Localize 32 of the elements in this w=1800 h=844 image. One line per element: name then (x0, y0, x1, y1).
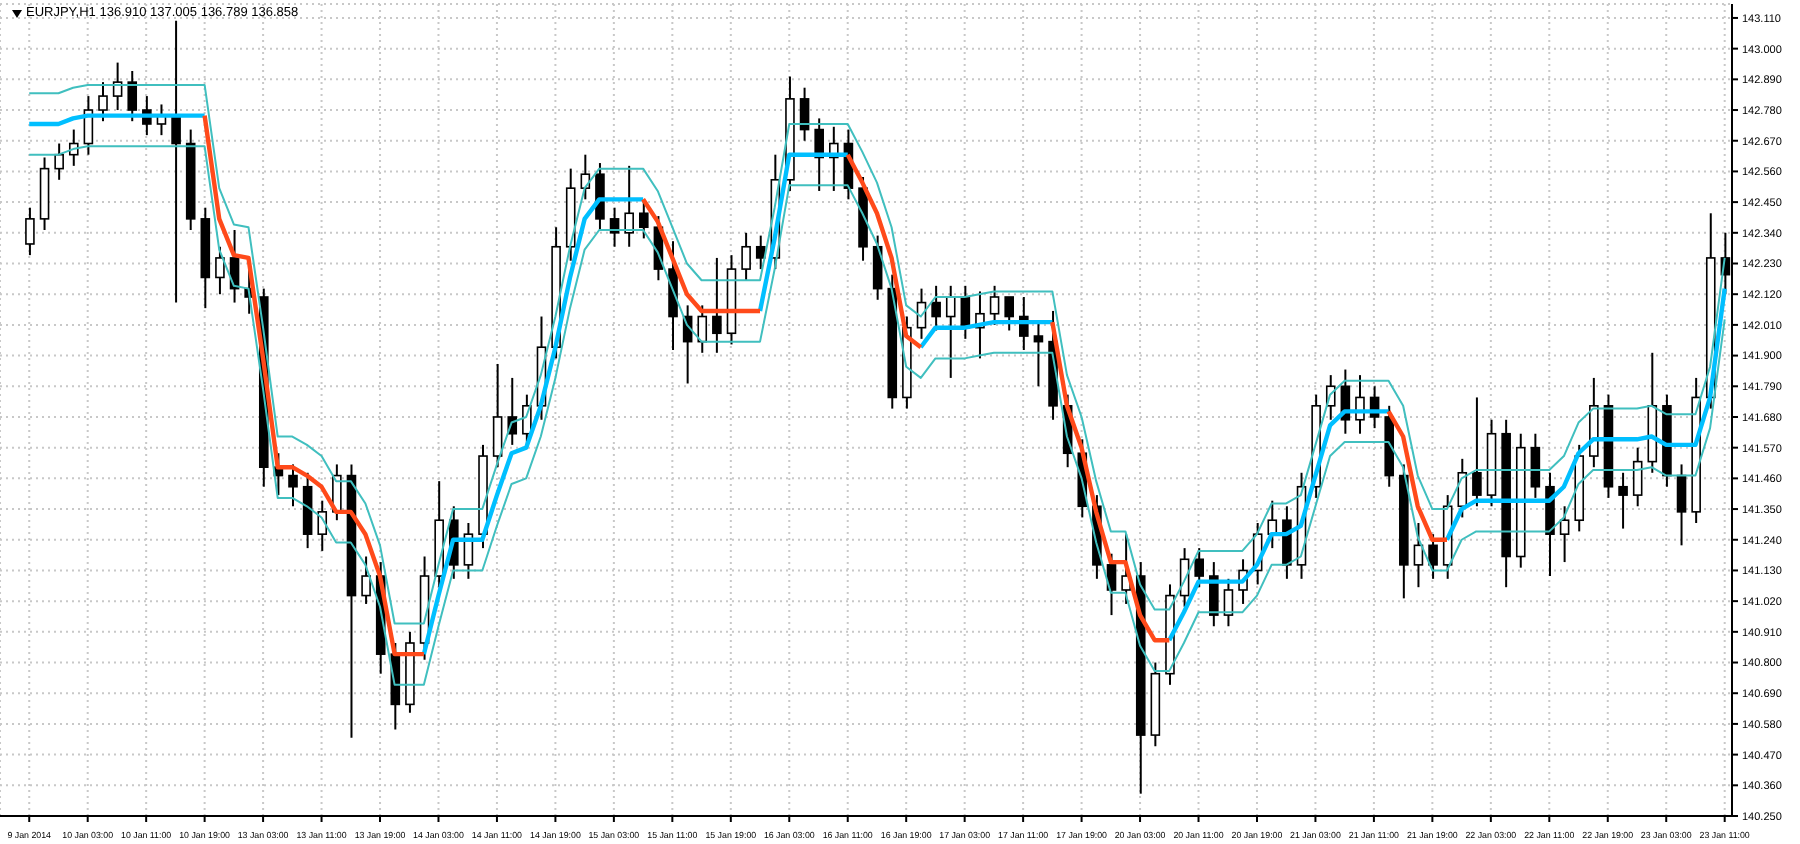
candlestick (127, 69, 138, 123)
candlestick (54, 142, 64, 181)
candlestick (624, 164, 634, 248)
candlestick (1004, 295, 1014, 332)
candlestick (1530, 432, 1541, 499)
candlestick (741, 231, 751, 282)
candlestick (1413, 522, 1424, 589)
candlestick (492, 362, 503, 469)
candlestick (361, 555, 371, 605)
candlestick (697, 304, 708, 354)
candlestick (989, 284, 1000, 326)
candlestick (1282, 505, 1292, 580)
candlestick (945, 284, 956, 379)
candlestick (288, 463, 298, 508)
candlestick (317, 499, 328, 552)
candlestick (1472, 396, 1482, 508)
candlestick (1194, 547, 1205, 589)
candlestick (215, 245, 225, 296)
candlestick (171, 19, 181, 304)
candlestick (755, 234, 766, 271)
candlestick (302, 471, 313, 550)
candlestick (1033, 321, 1044, 388)
candlestick (1428, 533, 1438, 580)
candlestick (1676, 463, 1687, 547)
candlestick (98, 81, 108, 123)
candlestick (1559, 505, 1570, 564)
candlestick (712, 256, 722, 354)
candlestick (1267, 499, 1278, 550)
candlestick (1457, 457, 1468, 519)
candlestick (639, 201, 649, 240)
candlestick (1618, 471, 1628, 530)
candlestick (25, 206, 35, 257)
